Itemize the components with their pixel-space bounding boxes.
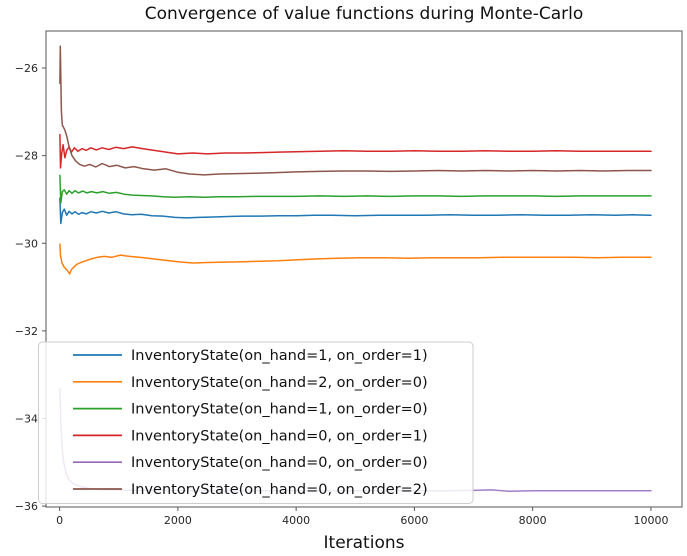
y-tick-label: −32: [15, 325, 38, 338]
x-tick-label: 4000: [282, 514, 310, 527]
y-tick-label: −30: [15, 237, 38, 250]
series-line-5: [59, 45, 652, 176]
legend-box: [38, 341, 474, 504]
x-tick-label: 2000: [164, 514, 192, 527]
series-line-1: [59, 243, 652, 275]
x-tick-label: 8000: [519, 514, 547, 527]
y-tick-label: −36: [15, 500, 38, 513]
axes-spines: [45, 30, 683, 508]
chart-title: Convergence of value functions during Mo…: [145, 4, 584, 24]
series-line-3: [59, 133, 652, 169]
legend-label-5: InventoryState(on_hand=0, on_order=2): [131, 482, 428, 498]
legend-label-0: InventoryState(on_hand=1, on_order=1): [131, 348, 428, 364]
y-axis: −26 −28 −30 −32 −34 −36: [15, 62, 46, 513]
legend-label-4: InventoryState(on_hand=0, on_order=0): [131, 455, 428, 471]
legend-label-3: InventoryState(on_hand=0, on_order=1): [131, 428, 428, 444]
legend: InventoryState(on_hand=1, on_order=1) Inv…: [38, 341, 474, 504]
y-tick-label: −34: [15, 413, 38, 426]
x-tick-label: 0: [56, 514, 63, 527]
y-tick-label: −28: [15, 150, 38, 163]
x-tick-label: 10000: [633, 514, 668, 527]
series-line-0: [59, 197, 652, 225]
x-tick-label: 6000: [400, 514, 428, 527]
legend-label-2: InventoryState(on_hand=1, on_order=0): [131, 402, 428, 418]
series-line-2: [59, 174, 652, 204]
y-tick-label: −26: [15, 62, 38, 75]
x-axis: 0 2000 4000 6000 8000 10000: [56, 507, 668, 527]
x-axis-label: Iterations: [324, 533, 405, 553]
legend-label-1: InventoryState(on_hand=2, on_order=0): [131, 375, 428, 391]
